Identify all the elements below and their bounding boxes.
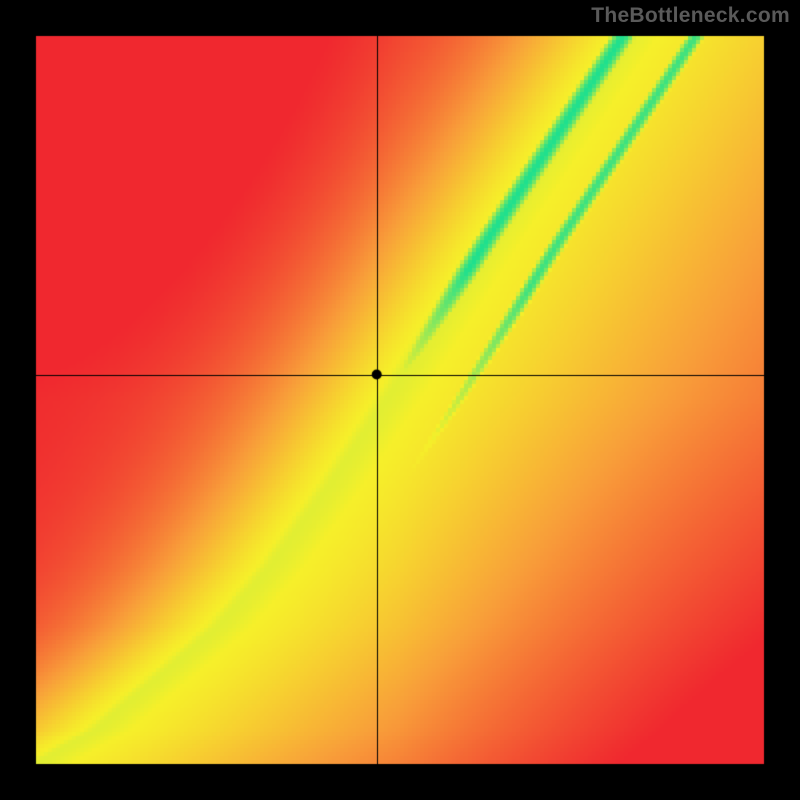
- chart-container: TheBottleneck.com: [0, 0, 800, 800]
- heatmap-canvas: [0, 0, 800, 800]
- attribution-text: TheBottleneck.com: [591, 4, 790, 28]
